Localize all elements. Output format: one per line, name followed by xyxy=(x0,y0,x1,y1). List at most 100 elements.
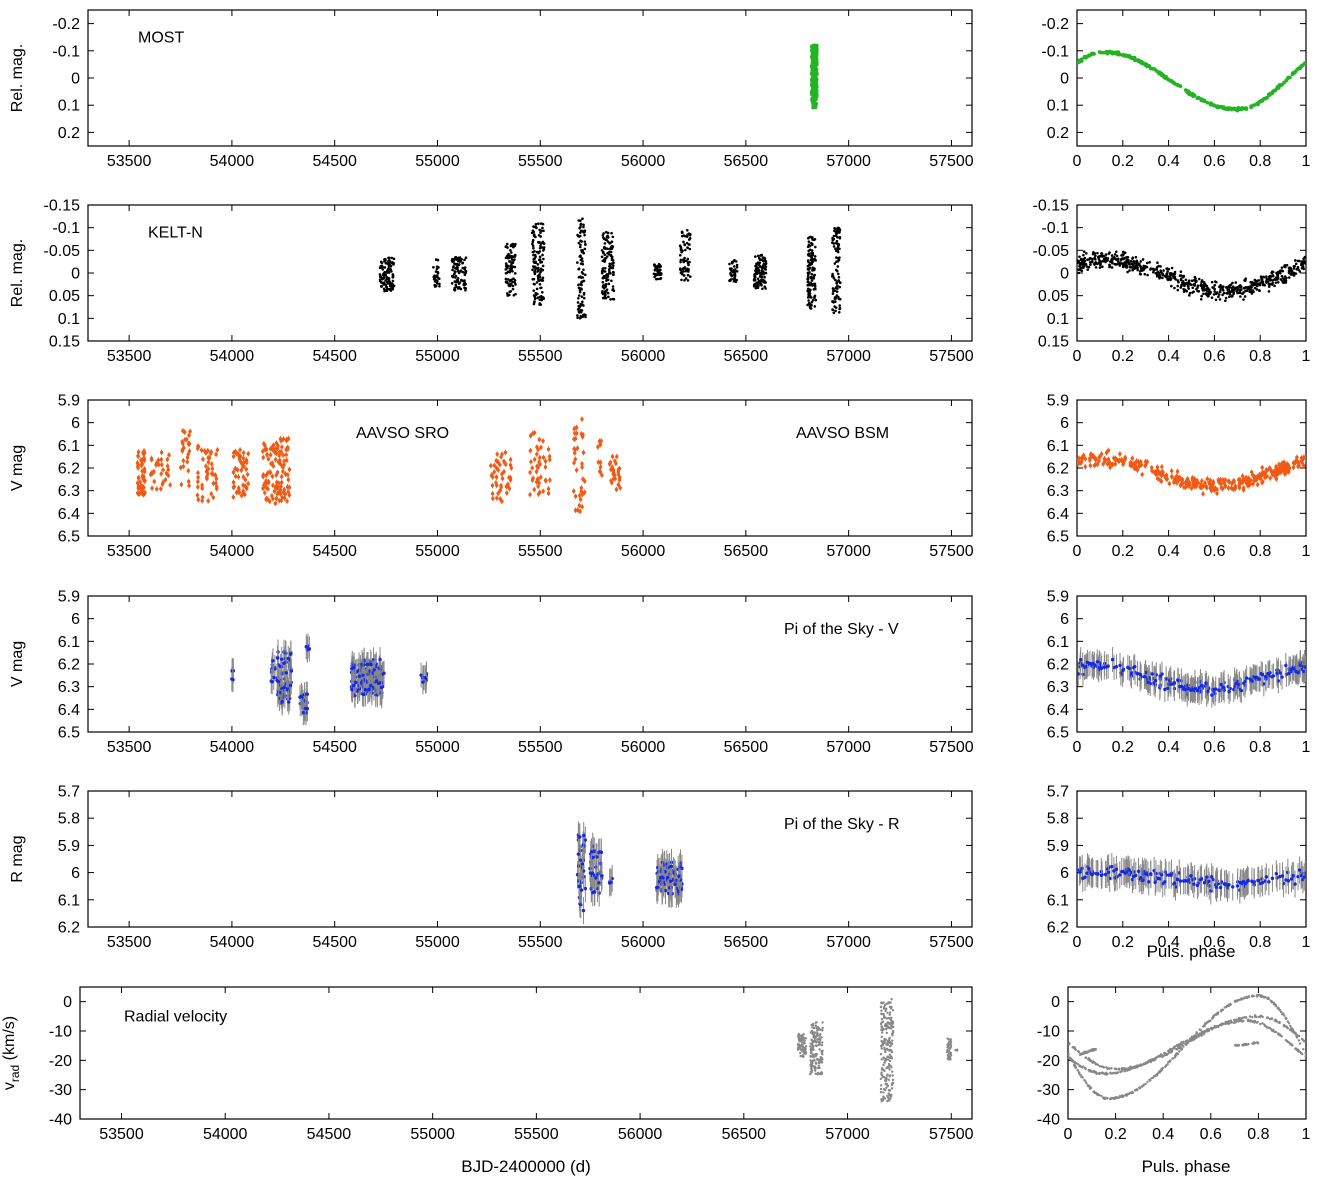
data-point xyxy=(573,451,577,455)
data-point xyxy=(949,1053,953,1057)
data-point xyxy=(494,466,499,470)
data-point xyxy=(885,1017,889,1020)
data-point xyxy=(265,497,270,501)
data-point xyxy=(534,222,538,226)
data-point xyxy=(1302,261,1306,265)
data-point xyxy=(498,497,502,501)
data-point xyxy=(658,277,662,281)
data-point xyxy=(206,460,211,465)
x-tick-label: 55500 xyxy=(518,153,563,170)
data-point xyxy=(1273,284,1276,288)
data-point xyxy=(454,283,458,287)
data-point xyxy=(611,264,615,267)
data-point xyxy=(276,485,280,490)
x-tick-label: 54000 xyxy=(210,543,255,560)
data-point xyxy=(811,101,816,106)
data-point xyxy=(583,247,587,251)
data-point xyxy=(669,885,673,889)
data-point xyxy=(813,82,818,87)
data-point xyxy=(735,270,739,273)
data-point xyxy=(1201,288,1205,292)
data-point xyxy=(813,59,817,64)
x-tick-label: 56500 xyxy=(724,739,769,756)
data-point xyxy=(816,1058,820,1061)
data-point xyxy=(450,259,454,262)
data-point xyxy=(271,483,275,488)
data-point xyxy=(1195,279,1198,283)
data-point xyxy=(591,890,595,895)
data-point xyxy=(539,244,542,248)
data-point xyxy=(539,475,543,479)
data-point xyxy=(264,479,268,483)
data-point xyxy=(495,496,499,500)
x-tick-label: 55000 xyxy=(415,739,460,756)
data-point xyxy=(511,261,515,265)
y-tick-label: 6 xyxy=(71,415,80,432)
data-point xyxy=(1214,298,1218,302)
data-point xyxy=(884,1057,888,1061)
data-point xyxy=(1170,284,1173,288)
data-point xyxy=(600,249,604,252)
x-tick-label: 1 xyxy=(1302,543,1311,560)
data-point xyxy=(369,662,373,667)
data-point xyxy=(507,278,510,281)
data-point xyxy=(677,874,681,878)
data-point xyxy=(589,850,594,854)
data-point xyxy=(261,473,266,477)
data-point xyxy=(1176,288,1180,292)
data-point xyxy=(498,488,502,493)
data-point xyxy=(601,280,605,284)
data-point xyxy=(541,222,545,226)
data-point xyxy=(1219,283,1222,287)
data-point xyxy=(1089,263,1092,267)
data-point xyxy=(688,247,692,251)
data-point xyxy=(389,289,393,292)
data-point xyxy=(832,289,835,293)
data-point xyxy=(660,875,664,879)
data-point xyxy=(1303,61,1306,65)
data-point xyxy=(759,254,762,257)
data-point xyxy=(806,283,809,287)
data-point xyxy=(1268,282,1272,286)
data-point xyxy=(540,260,544,264)
data-point xyxy=(140,462,144,466)
data-point xyxy=(946,1053,950,1057)
data-point xyxy=(733,272,737,276)
data-point xyxy=(803,1052,806,1055)
data-point xyxy=(887,1001,890,1004)
y-tick-label: 0 xyxy=(71,266,80,283)
data-point xyxy=(1193,275,1197,279)
data-point xyxy=(1214,292,1218,296)
data-point xyxy=(881,1075,884,1079)
data-point xyxy=(578,245,582,249)
data-point xyxy=(577,294,581,297)
data-point xyxy=(531,268,534,272)
data-point xyxy=(680,272,684,276)
data-point xyxy=(608,269,611,273)
data-point xyxy=(535,287,539,291)
data-point xyxy=(381,268,385,271)
data-point xyxy=(835,256,838,259)
data-point xyxy=(546,447,551,451)
data-point xyxy=(1200,98,1205,103)
data-point xyxy=(1210,296,1214,299)
data-point xyxy=(809,258,813,262)
data-point xyxy=(806,280,810,284)
data-point xyxy=(1121,250,1125,254)
data-point xyxy=(535,445,539,449)
data-point xyxy=(1108,251,1111,254)
data-point xyxy=(754,270,758,274)
data-point xyxy=(582,225,585,229)
x-tick-label: 57500 xyxy=(929,153,974,170)
data-point xyxy=(763,275,766,279)
data-point xyxy=(1166,270,1169,273)
data-point xyxy=(246,452,250,456)
data-point xyxy=(286,656,290,661)
data-point xyxy=(686,279,690,282)
data-point xyxy=(1196,286,1199,289)
data-point xyxy=(601,292,605,296)
data-point xyxy=(244,459,249,463)
data-point xyxy=(1302,267,1306,271)
data-point xyxy=(584,315,587,319)
data-point xyxy=(1255,288,1259,291)
